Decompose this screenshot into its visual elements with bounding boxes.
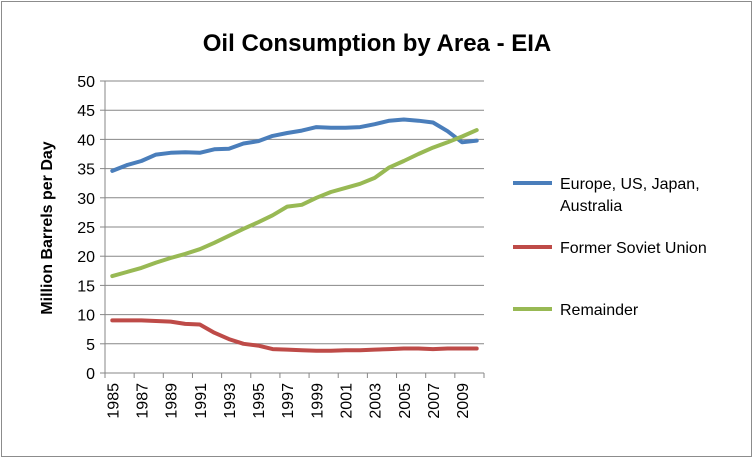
y-tick-label: 30 xyxy=(77,191,95,208)
legend-label-1: Former Soviet Union xyxy=(560,240,707,257)
x-tick-label: 1987 xyxy=(134,383,151,419)
y-tick-label: 20 xyxy=(77,249,95,266)
gridlines xyxy=(100,80,484,374)
x-tick-label: 2007 xyxy=(426,383,443,419)
x-tick-label: 1999 xyxy=(309,383,326,419)
y-tick-label: 40 xyxy=(77,132,95,149)
x-tick-label: 2009 xyxy=(455,383,472,419)
x-tick-label: 1997 xyxy=(280,383,297,419)
y-tick-label: 15 xyxy=(77,278,95,295)
y-tick-label: 5 xyxy=(86,337,95,354)
y-tick-label: 10 xyxy=(77,308,95,325)
series-line-1 xyxy=(110,318,479,353)
y-axis-label: Million Barrels per Day xyxy=(39,141,56,314)
y-tick-label: 0 xyxy=(86,366,95,383)
x-tick-labels: 1985 1987 1989 1991 1993 1995 1997 1999 2001 2003… xyxy=(105,383,472,419)
legend: Europe, US, Japan, Australia Former Soviet… xyxy=(513,176,707,319)
x-tick-label: 2001 xyxy=(339,383,356,419)
x-tick-label: 2005 xyxy=(397,383,414,419)
series-line-0 xyxy=(110,117,479,173)
legend-label-0: Europe, US, Japan, Australia xyxy=(560,176,700,215)
y-tick-label: 50 xyxy=(77,74,95,91)
y-tick-label: 35 xyxy=(77,162,95,179)
axes xyxy=(104,81,485,378)
x-tick-label: 1989 xyxy=(164,383,181,419)
legend-label-2: Remainder xyxy=(560,302,639,319)
x-tick-label: 2003 xyxy=(368,383,385,419)
x-tick-label: 1985 xyxy=(105,383,122,419)
chart-title: Oil Consumption by Area - EIA xyxy=(203,30,551,57)
y-tick-label: 45 xyxy=(77,103,95,120)
y-tick-label: 25 xyxy=(77,220,95,237)
x-tick-label: 1995 xyxy=(251,383,268,419)
x-tick-label: 1993 xyxy=(222,383,239,419)
series-lines xyxy=(110,117,479,353)
y-tick-labels: 0 5 10 15 20 25 30 35 40 45 50 xyxy=(77,74,95,383)
x-tick-label: 1991 xyxy=(193,383,210,419)
series-line-2 xyxy=(110,128,479,279)
